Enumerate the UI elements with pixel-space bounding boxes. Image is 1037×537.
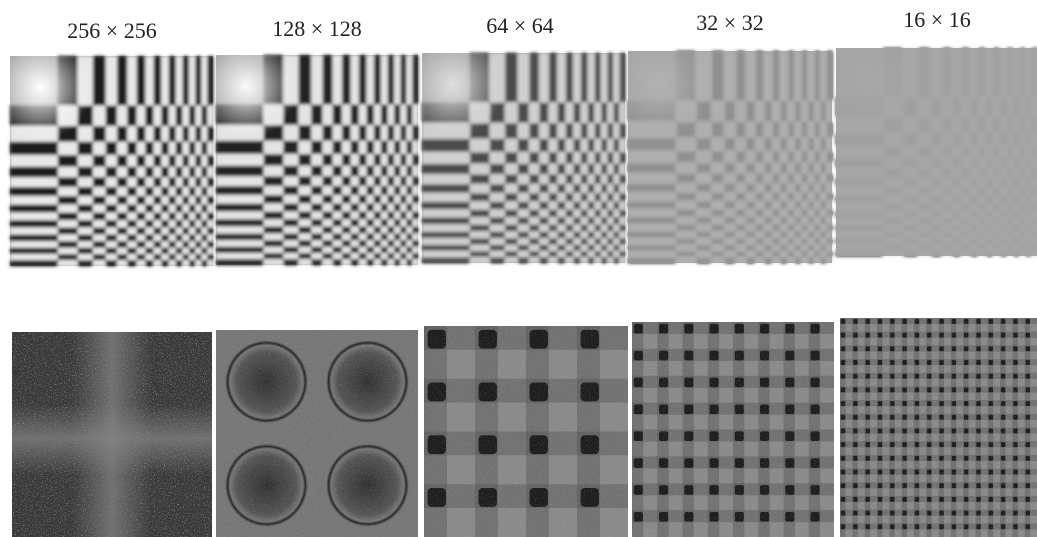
pattern-panel <box>216 55 418 265</box>
spectrum-panel <box>12 332 212 537</box>
fade <box>216 55 418 265</box>
panel-label: 16 × 16 <box>903 7 970 32</box>
cross <box>12 332 212 537</box>
panel-label: 64 × 64 <box>486 13 553 38</box>
panel-label: 256 × 256 <box>67 18 156 43</box>
figure: 256 × 256 128 × 128 64 × 64 32 × 32 16 ×… <box>0 0 1037 537</box>
fade <box>628 51 832 263</box>
pattern-panel <box>628 51 832 263</box>
spectrum-panel <box>216 330 418 537</box>
fade <box>422 53 625 263</box>
pattern-panel <box>10 56 213 266</box>
panel-label: 32 × 32 <box>696 10 763 35</box>
noise <box>632 322 834 537</box>
spectrum-panel <box>840 318 1037 537</box>
fade <box>836 48 1037 256</box>
page: 256 × 256 128 × 128 64 × 64 32 × 32 16 ×… <box>0 0 1037 537</box>
spectrum-panel <box>632 322 834 537</box>
noise <box>424 326 628 537</box>
panel-label: 128 × 128 <box>272 16 361 41</box>
noise <box>840 318 1037 537</box>
noise <box>216 330 418 537</box>
spectrum-panel <box>424 326 628 537</box>
pattern-panel <box>422 53 625 263</box>
pattern-panel <box>836 48 1037 256</box>
